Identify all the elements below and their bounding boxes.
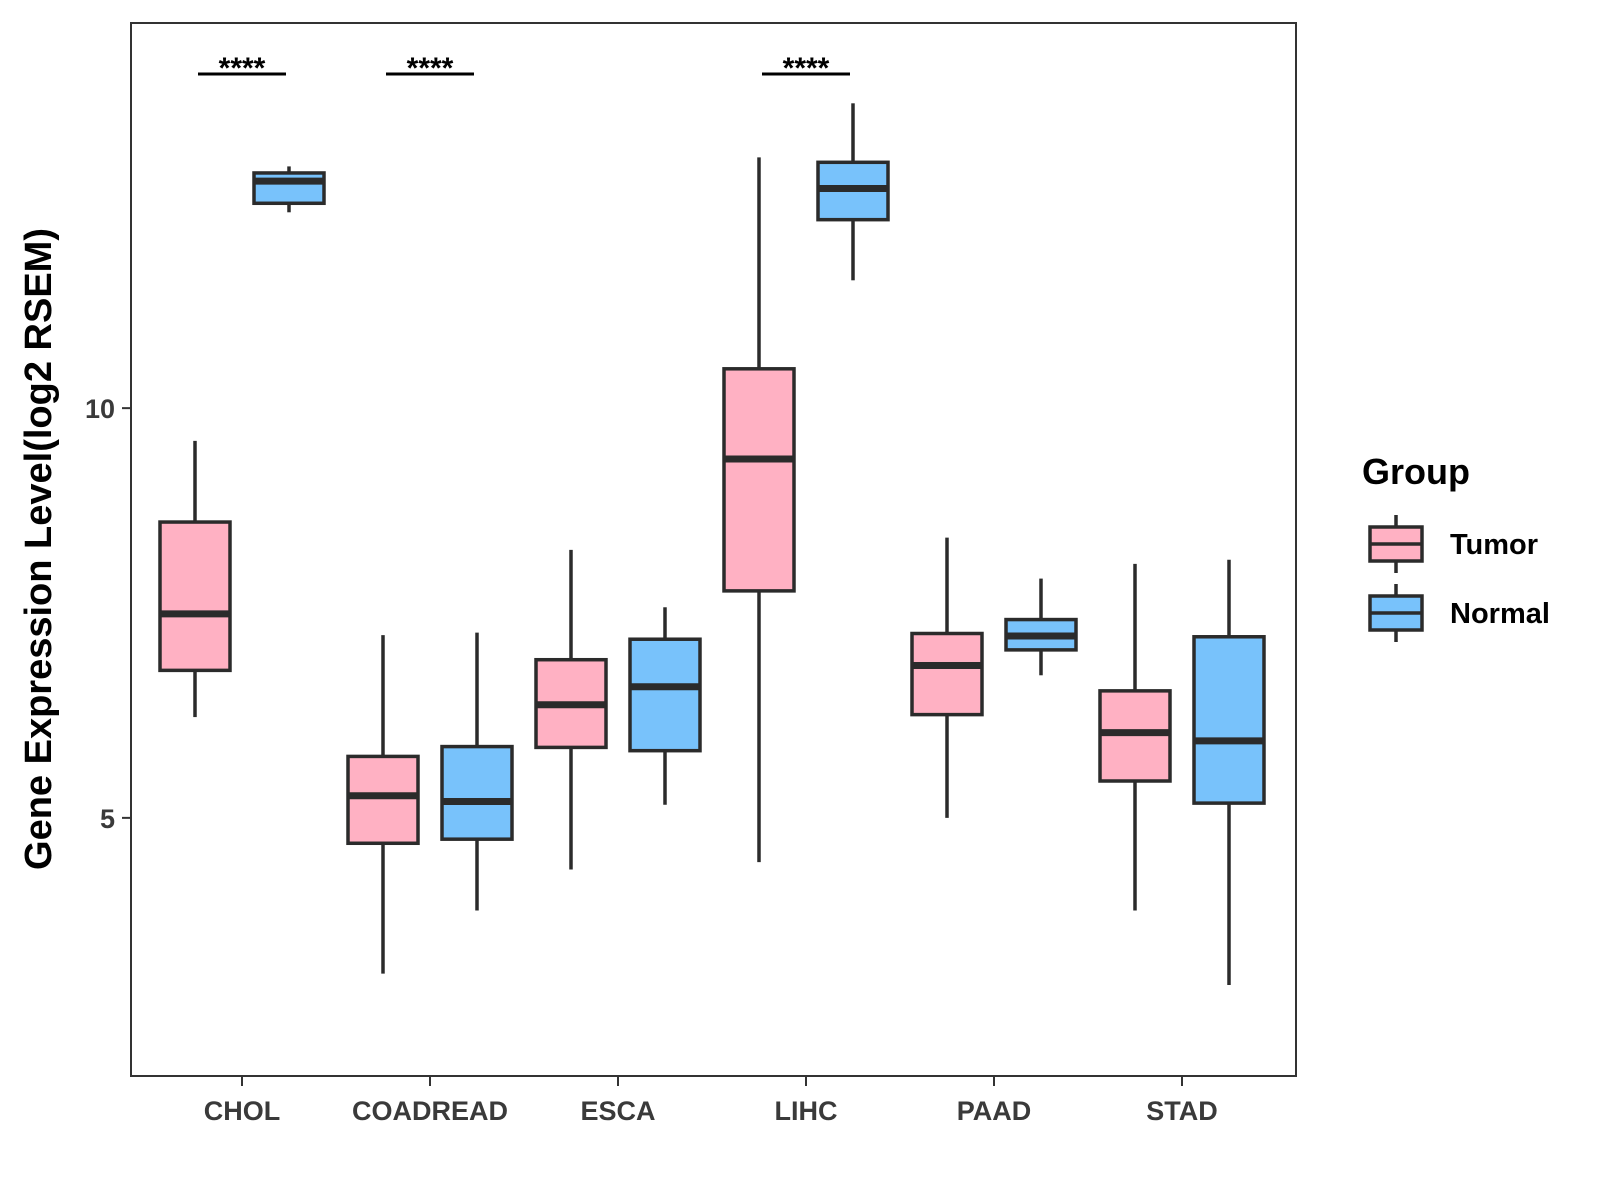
legend-entry-tumor-label: Tumor: [1450, 529, 1538, 561]
chart-root: **** **** **** 5 10 CHOL COADREAD ESCA LIHC PAAD…: [0, 0, 1600, 1200]
box-normal-coadread-iqr-box: [442, 747, 512, 840]
boxplot-chart: **** **** **** 5 10 CHOL COADREAD ESCA LIHC PAAD…: [0, 0, 1600, 1200]
x-tick-label-lihc: LIHC: [775, 1096, 838, 1126]
significance-coadread-label: ****: [407, 52, 454, 85]
x-tick-label-stad: STAD: [1146, 1096, 1218, 1126]
x-tick-label-paad: PAAD: [957, 1096, 1032, 1126]
x-tick-label-coadread: COADREAD: [352, 1096, 508, 1126]
y-tick-label-5: 5: [100, 804, 115, 834]
legend: Group Tumor Normal: [1362, 451, 1550, 642]
legend-entry-normal: Normal: [1370, 584, 1550, 642]
box-tumor-paad-iqr-box: [912, 633, 982, 714]
x-tick-label-esca: ESCA: [580, 1096, 655, 1126]
box-tumor-coadread-iqr-box: [348, 756, 418, 843]
legend-title: Group: [1362, 451, 1470, 492]
box-normal-stad-iqr-box: [1194, 637, 1264, 803]
legend-entries: Tumor Normal: [1370, 515, 1550, 642]
y-axis-title: Gene Expression Level(log2 RSEM): [18, 228, 60, 870]
legend-entry-normal-label: Normal: [1450, 598, 1550, 630]
box-tumor-chol-iqr-box: [160, 522, 230, 670]
significance-chol-label: ****: [219, 52, 266, 85]
box-normal-chol-iqr-box: [254, 173, 324, 203]
y-tick-label-10: 10: [85, 394, 115, 424]
box-normal-esca-iqr-box: [630, 639, 700, 750]
significance-lihc-label: ****: [783, 52, 830, 85]
box-tumor-lihc-iqr-box: [724, 369, 794, 591]
legend-entry-tumor: Tumor: [1370, 515, 1538, 573]
x-tick-label-chol: CHOL: [204, 1096, 281, 1126]
